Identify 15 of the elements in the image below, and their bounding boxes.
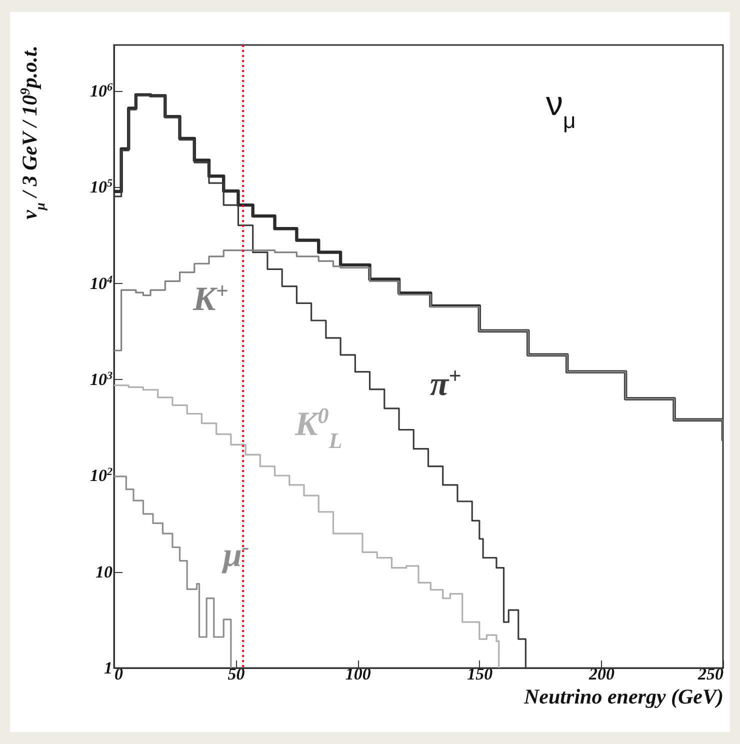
x-tick-label: 100 <box>345 664 372 684</box>
x-axis-title: Neutrino energy (GeV) <box>523 684 724 708</box>
x-tick-label: 0 <box>114 664 124 684</box>
series-label: K$^{+}$ <box>192 278 228 318</box>
series-label: μ$^{-}$ <box>221 534 250 574</box>
y-tick-label: 1 <box>104 658 112 678</box>
x-tick-label: 200 <box>588 664 615 684</box>
y-tick-label: 10$^{5}$ <box>90 178 113 197</box>
y-tick-label: 10$^{3}$ <box>90 370 113 389</box>
y-tick-label: 10$^{2}$ <box>90 466 113 486</box>
series-label: π$^{+}$ <box>430 362 462 403</box>
y-tick-label: 10$^{6}$ <box>90 81 113 100</box>
annotation: ν$_{μ}$ <box>546 85 576 132</box>
y-tick-label: 10$^{4}$ <box>90 274 113 293</box>
y-tick-label: 10 <box>96 562 113 582</box>
